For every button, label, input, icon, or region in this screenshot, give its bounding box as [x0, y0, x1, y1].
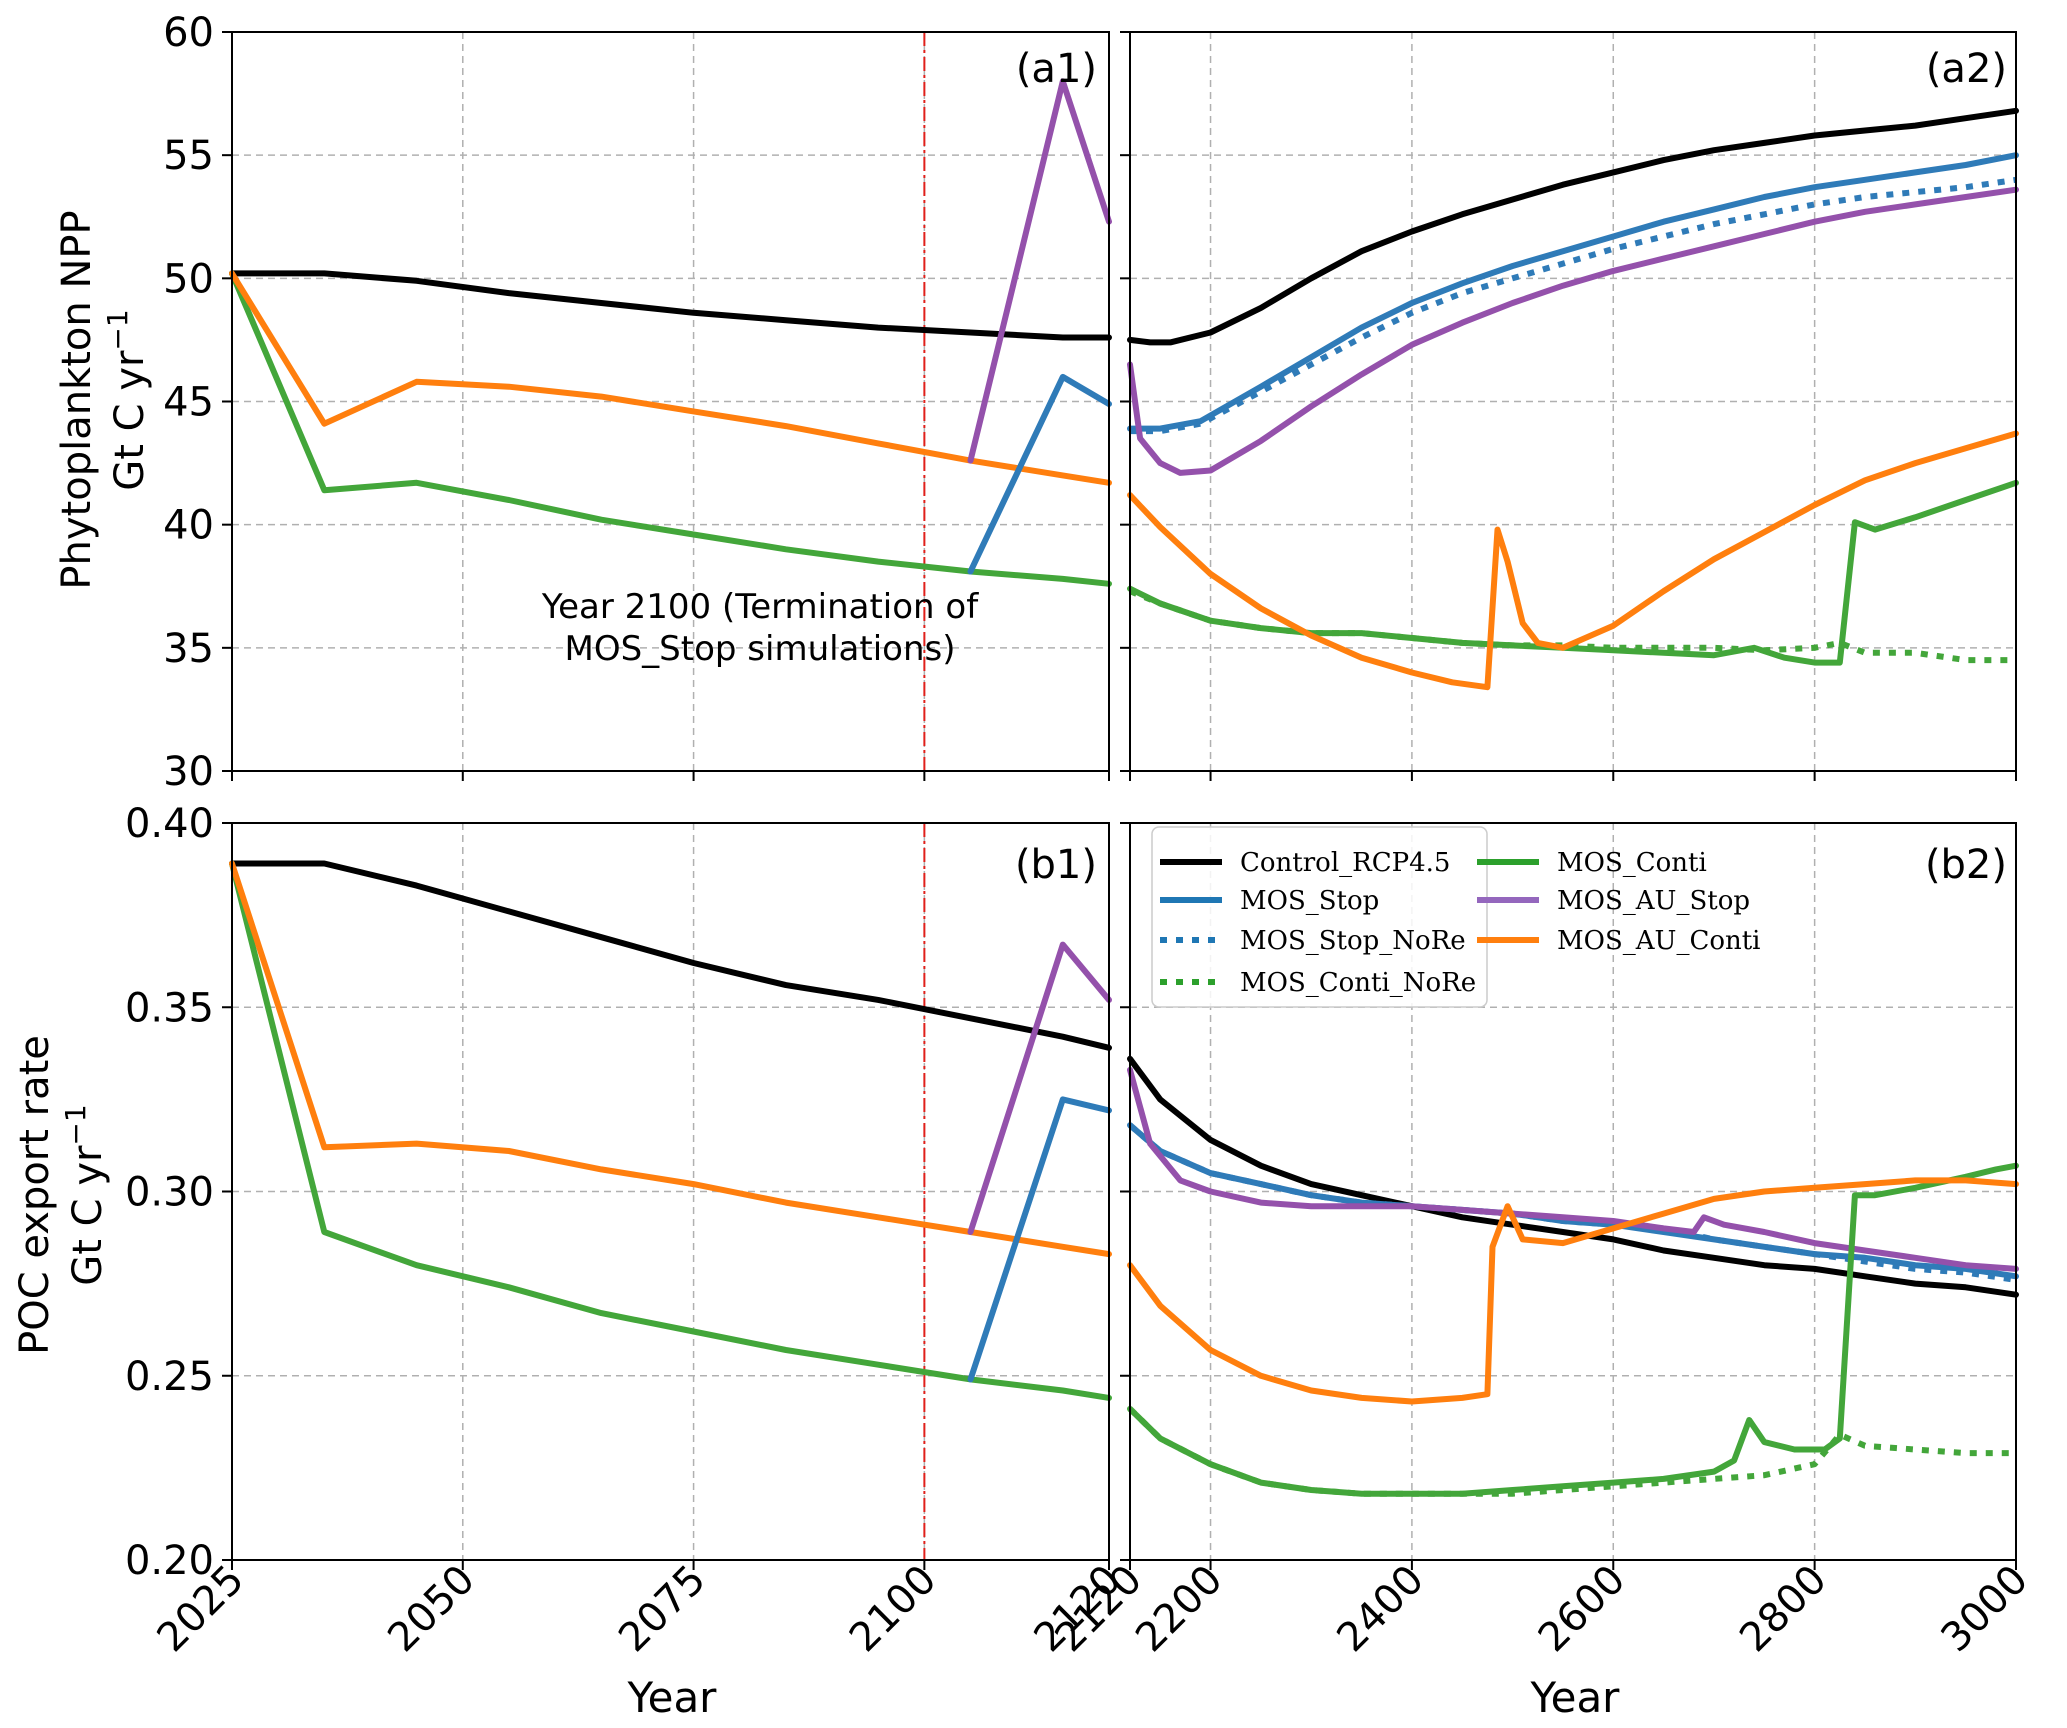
y-tick-label: 50 — [163, 256, 214, 302]
panel-label-b1: (b1) — [1015, 842, 1097, 888]
series-line-conti_nore — [1128, 588, 2016, 664]
series-line-control — [229, 270, 1112, 341]
ylabel-b1-exp: −1 — [59, 1104, 92, 1145]
xlabel-b1: Year — [627, 1673, 718, 1722]
y-tick-label: 55 — [163, 133, 214, 179]
ylabel-a1-unit: Gt C yr — [107, 350, 153, 491]
series-line-control — [229, 860, 1112, 1051]
panel-label-a2: (a2) — [1926, 46, 2007, 92]
series-line-au_conti — [1127, 1177, 2019, 1405]
series-line-au_stop — [967, 78, 1112, 464]
ylabel-a1-exp: −1 — [101, 309, 134, 350]
ylabel-a1-line1: Phytoplankton NPP — [54, 210, 100, 589]
ylabel-b1-unit: Gt C yr — [65, 1145, 111, 1286]
ylabel-b1-line2: Gt C yr−1 — [59, 1104, 111, 1285]
series-line-control — [1127, 1055, 2019, 1298]
legend-label-au_conti: MOS_AU_Conti — [1557, 926, 1761, 956]
series-line-au_stop — [967, 941, 1112, 1235]
x-tick-label: 2800 — [1731, 1557, 1836, 1662]
x-tick-label: 2050 — [379, 1557, 484, 1662]
panel-a2: (a2) — [1120, 31, 2019, 781]
legend-label-control: Control_RCP4.5 — [1240, 848, 1450, 878]
y-tick-label: 45 — [163, 380, 214, 426]
legend-label-au_stop: MOS_AU_Stop — [1557, 886, 1750, 916]
series-b1 — [229, 860, 1112, 1401]
x-tick-label: 2075 — [610, 1557, 715, 1662]
y-tick-label: 0.35 — [125, 985, 214, 1031]
grid-b1 — [232, 823, 1109, 1560]
axis-a2 — [1120, 31, 2017, 781]
series-line-conti — [229, 860, 1112, 1401]
series-line-au_conti — [229, 860, 1112, 1258]
series-line-conti — [1127, 479, 2019, 666]
series-line-au_conti — [1127, 430, 2019, 691]
series-line-stop_nore — [1130, 176, 2017, 435]
legend-label-conti_nore: MOS_Conti_NoRe — [1240, 968, 1476, 998]
series-line-au_conti — [229, 270, 1112, 486]
legend-label-conti: MOS_Conti — [1557, 848, 1707, 878]
panel-label-b2: (b2) — [1925, 842, 2007, 888]
series-line-conti_nore — [1127, 1406, 2016, 1497]
series-line-stop — [967, 1096, 1112, 1383]
legend-label-stop: MOS_Stop — [1240, 886, 1379, 916]
series-a2 — [1127, 107, 2019, 691]
axis-a1: 30 35 40 45 50 55 60 — [163, 10, 1110, 795]
grid-a2 — [1130, 32, 2016, 771]
ylabel-b1-line1: POC export rate — [12, 1035, 58, 1355]
x-tick-label: 2400 — [1328, 1557, 1433, 1662]
series-a1 — [229, 78, 1112, 587]
y-tick-label: 35 — [163, 626, 214, 672]
y-tick-label: 0.20 — [125, 1538, 214, 1584]
legend: Control_RCP4.5 MOS_Stop MOS_Stop_NoRe MOS_C… — [1151, 826, 1761, 1008]
annotation-line-2: MOS_Stop simulations) — [565, 629, 956, 669]
legend-label-stop_nore: MOS_Stop_NoRe — [1240, 926, 1466, 956]
series-line-stop — [1127, 152, 2019, 432]
y-tick-label: 60 — [163, 10, 214, 56]
y-tick-label: 40 — [163, 503, 214, 549]
xlabel-b2: Year — [1530, 1673, 1621, 1722]
annotation-line-1: Year 2100 (Termination of — [541, 587, 979, 627]
x-tick-label: 2600 — [1530, 1557, 1635, 1662]
y-tick-label: 0.40 — [125, 801, 214, 847]
series-line-control — [1127, 107, 2019, 346]
series-line-conti — [1127, 1162, 2019, 1497]
legend-box — [1151, 826, 1488, 1008]
panel-label-a1: (a1) — [1016, 46, 1097, 92]
series-line-au_stop — [1127, 1066, 2019, 1272]
y-tick-label: 0.30 — [125, 1170, 214, 1216]
series-line-conti — [229, 270, 1112, 587]
panel-a1: 30 35 40 45 50 55 60 (a1) Year 2100 (Terminati… — [54, 10, 1112, 795]
x-tick-label: 2100 — [841, 1557, 946, 1662]
series-b2 — [1127, 1055, 2019, 1497]
y-tick-label: 0.25 — [125, 1354, 214, 1400]
series-line-stop — [967, 373, 1112, 575]
ylabel-a1-line2: Gt C yr−1 — [101, 309, 153, 490]
x-tick-label: 2200 — [1127, 1557, 1232, 1662]
series-line-au_stop — [1127, 186, 2019, 476]
y-tick-label: 30 — [163, 749, 214, 795]
x-tick-label: 3000 — [1933, 1557, 2038, 1662]
series-line-stop_nore — [1128, 1122, 2017, 1283]
